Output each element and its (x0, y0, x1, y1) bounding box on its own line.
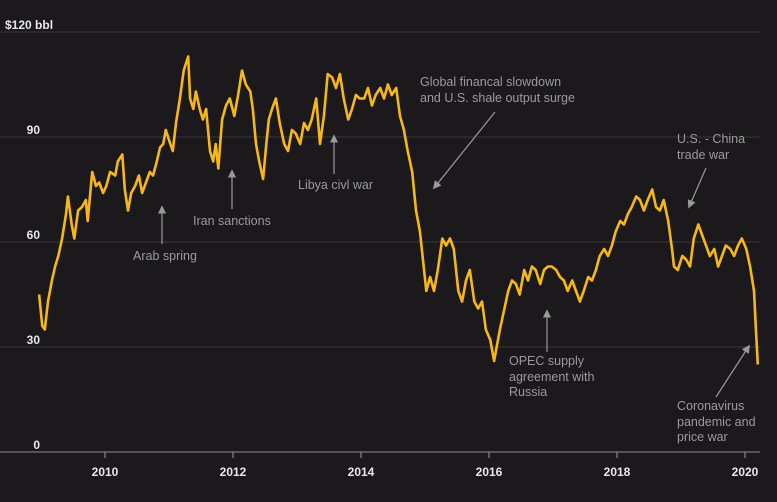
annotation-opec: Russia (509, 385, 547, 399)
y-tick-label: 90 (27, 123, 41, 137)
annotation-opec: OPEC supply (509, 354, 585, 368)
annotation-coronavirus: Coronavirus (677, 399, 744, 413)
gridlines (0, 31, 760, 348)
x-tick-label: 2020 (732, 465, 759, 479)
y-tick-label: 60 (27, 228, 41, 242)
annotation-iran-sanctions: Iran sanctions (193, 214, 271, 228)
arrow-icon (432, 111, 496, 190)
annotation-arab-spring: Arab spring (133, 249, 197, 263)
annotation-arrows (157, 111, 750, 398)
annotation-trade-war: U.S. - China (677, 132, 745, 146)
annotation-coronavirus: pandemic and (677, 415, 756, 429)
y-tick-label: $120 bbl (5, 18, 53, 32)
y-axis: 0 30 60 90 $120 bbl (5, 18, 53, 452)
oil-price-line (37, 55, 760, 365)
x-tick-label: 2010 (92, 465, 119, 479)
y-tick-label: 0 (33, 438, 40, 452)
x-tick-label: 2016 (476, 465, 503, 479)
x-tick-label: 2014 (348, 465, 375, 479)
x-tick-label: 2012 (220, 465, 247, 479)
annotation-trade-war: trade war (677, 148, 729, 162)
annotation-global-slowdown: and U.S. shale output surge (420, 91, 575, 105)
arrow-icon (687, 167, 707, 209)
annotation-opec: agreement with (509, 370, 595, 384)
annotation-coronavirus: price war (677, 430, 728, 444)
annotation-libya: Libya civl war (298, 178, 373, 192)
y-tick-label: 30 (27, 333, 41, 347)
arrow-icon (715, 344, 750, 398)
annotations: Arab spring Iran sanctions Libya civl wa… (133, 75, 756, 444)
x-tick-label: 2018 (604, 465, 631, 479)
x-axis: 2010 2012 2014 2016 2018 2020 (0, 451, 760, 479)
annotation-global-slowdown: Global financal slowdown (420, 75, 561, 89)
